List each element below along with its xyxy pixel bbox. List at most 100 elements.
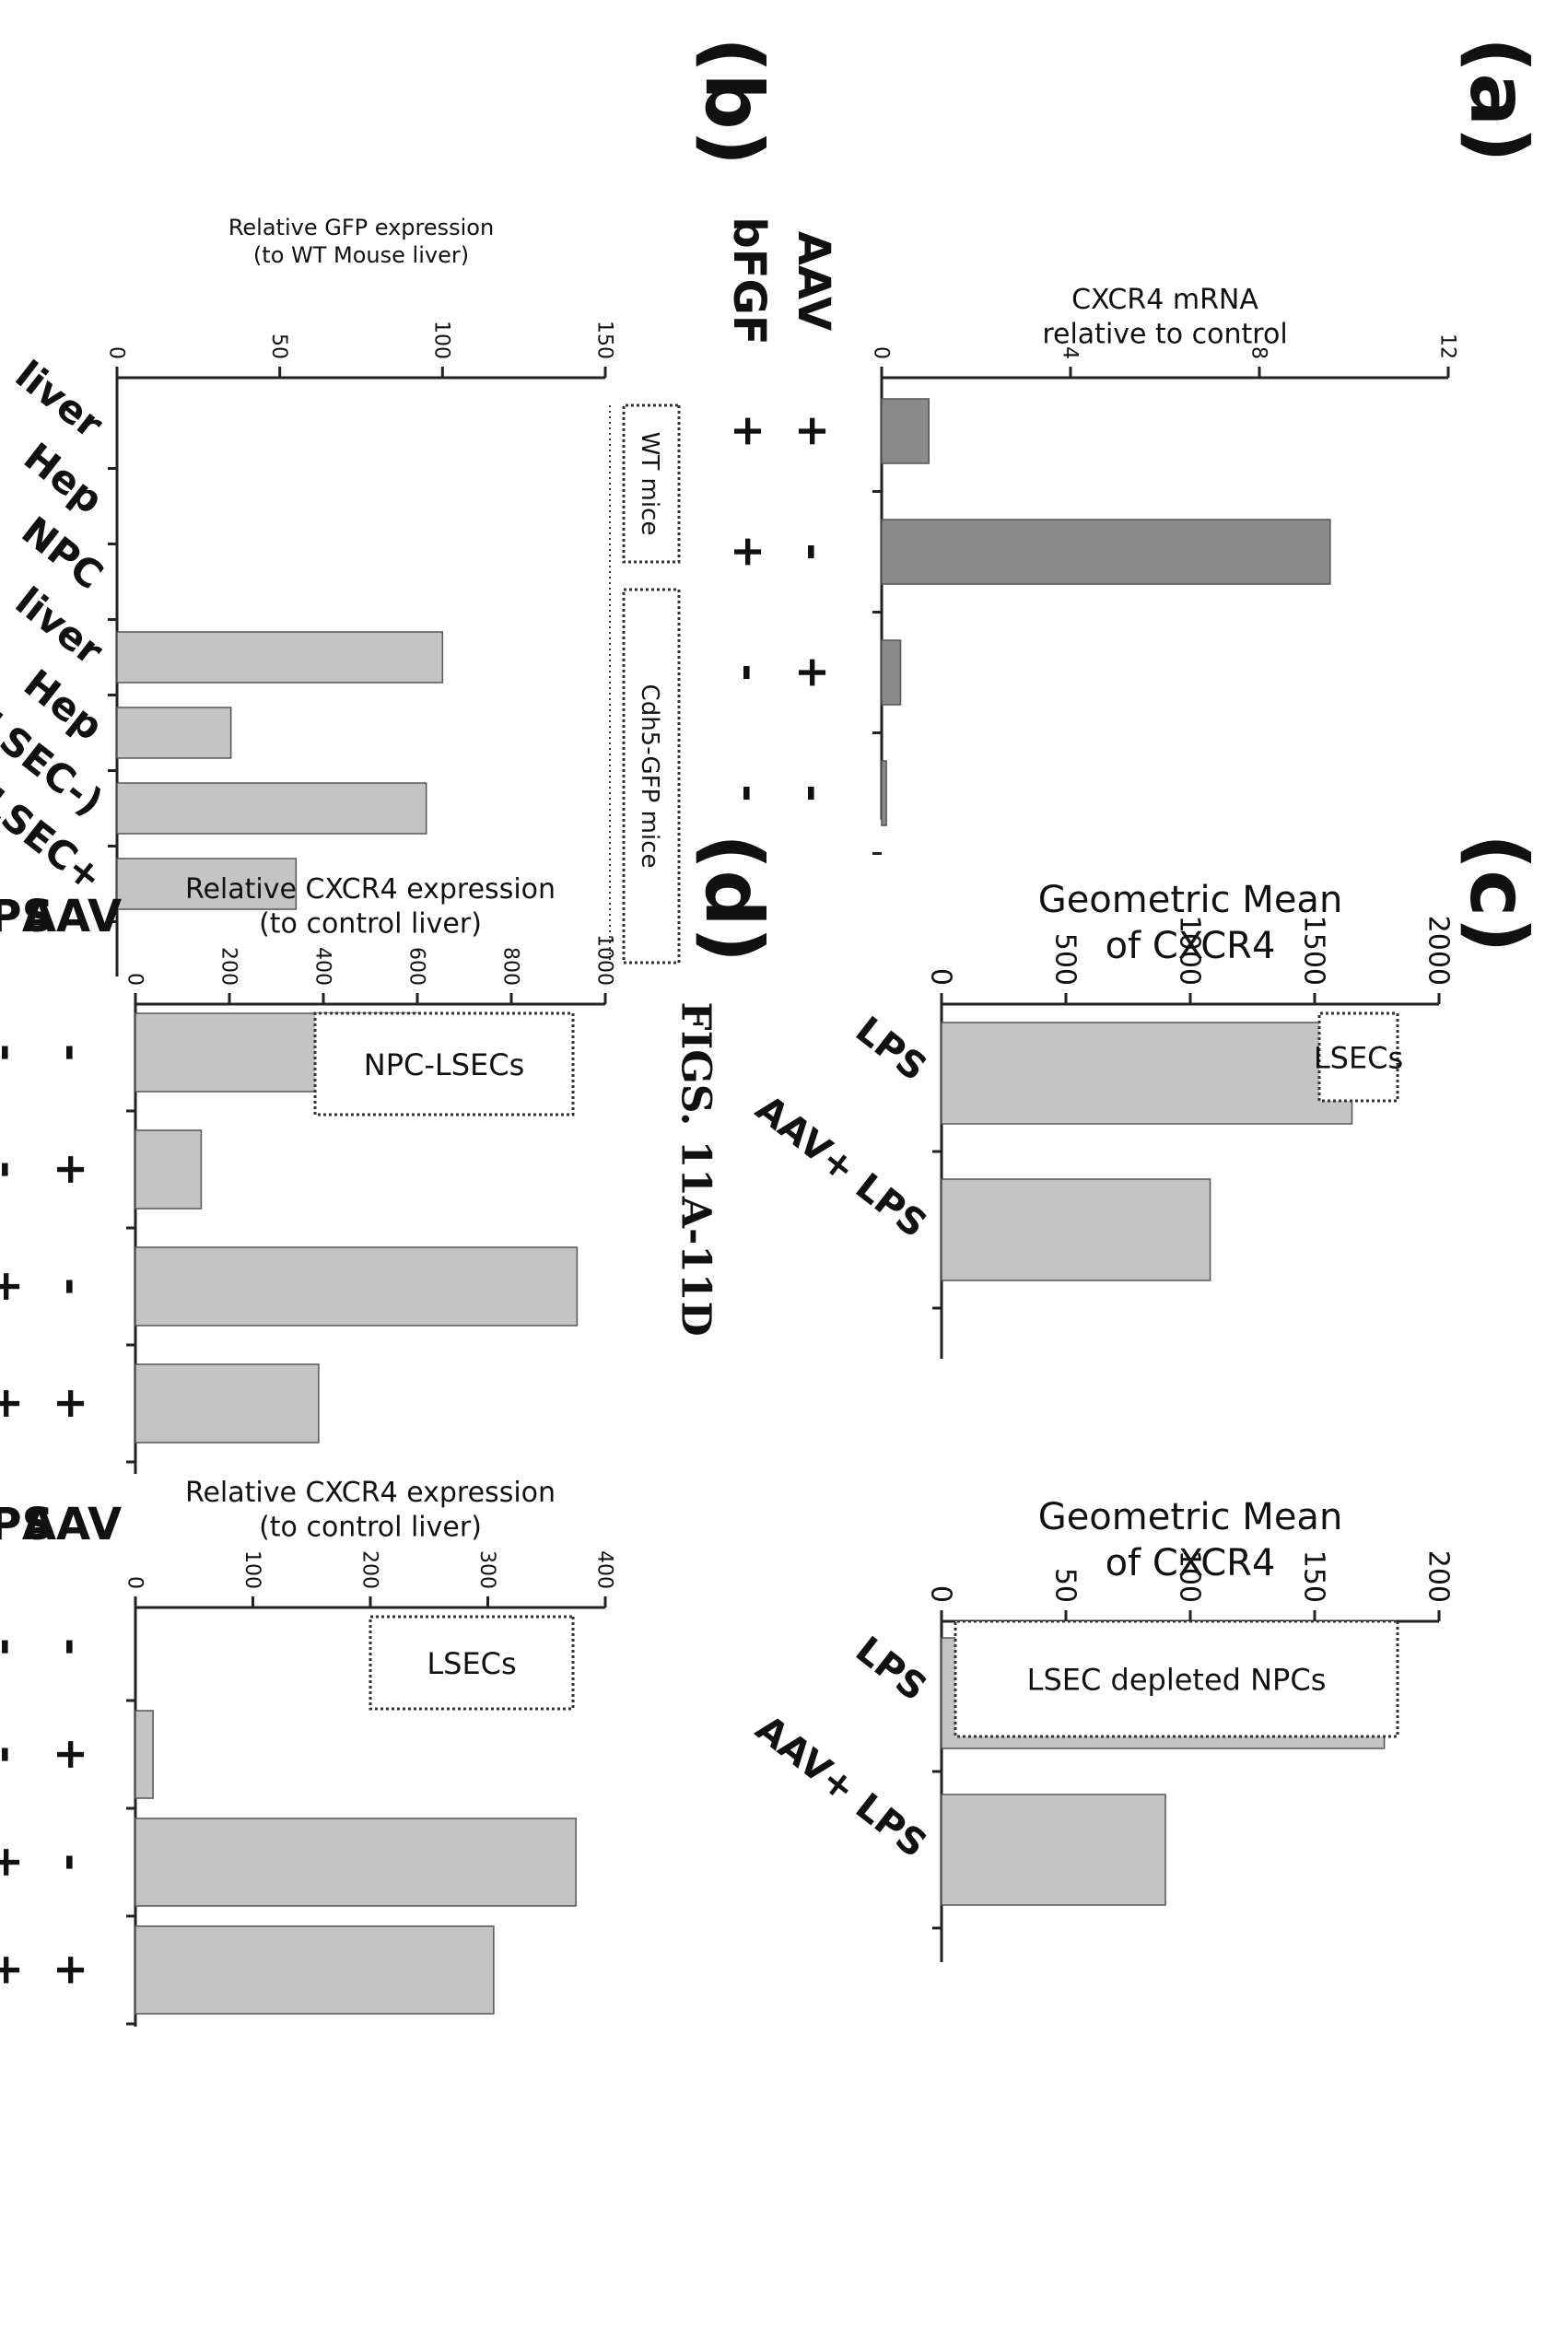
condition-sign: + [789,655,838,691]
y-tick-label: 50 [267,333,290,359]
chart-panel-4: (d) 0 200 400 600 800 1000 Relative CXCR4 expre… [0,834,779,1474]
condition-sign: - [47,1278,97,1295]
condition-sign: - [47,1638,97,1655]
y-axis-title: Geometric Mean [1038,879,1343,921]
group-label-box [622,403,681,564]
bar [941,1022,1353,1125]
condition-sign: + [789,414,838,450]
bar [135,1363,320,1444]
bar [135,1925,495,2015]
panel-letter: (d) [687,834,779,963]
y-tick-label: 4 [1058,346,1081,359]
condition-sign: - [47,1853,97,1871]
panel-letter: (b) [687,37,779,166]
bar [116,707,232,759]
inset-label: LSEC depleted NPCs [1027,1663,1327,1698]
y-axis-title: (to WT Mouse liver) [253,242,469,268]
inset-label: NPC-LSECs [364,1047,525,1082]
x-category-label: AAV+ LPS [748,1087,935,1245]
inset-label-box [313,1011,575,1116]
condition-sign: + [724,414,774,450]
bar [135,1710,154,1799]
y-axis-title: Relative CXCR4 expression [185,873,556,906]
bar [116,782,427,835]
y-tick-label: 150 [1298,1550,1330,1603]
y-tick-label: 100 [1174,1550,1206,1603]
y-tick-label: 50 [1049,1568,1082,1603]
chart-panel-5: 0 100 200 300 400 Relative CXCR4 expression(t… [0,1477,615,2027]
y-axis-title: of CXCR4 [1106,925,1276,967]
y-tick-label: 12 [1435,333,1458,359]
y-tick-label: 600 [404,947,427,986]
y-tick-label: 500 [1049,933,1082,986]
condition-sign: - [724,663,774,681]
condition-sign: + [47,1151,97,1187]
condition-sign: + [0,1385,32,1421]
bar [941,1794,1166,1906]
bar [941,1178,1211,1281]
bar [881,639,902,706]
inset-label: LSECs [427,1646,516,1681]
y-axis-title: CXCR4 mRNA [1071,284,1258,316]
condition-sign: - [0,1161,32,1178]
y-tick-label: 0 [104,346,127,359]
x-category-label: NPC [14,508,111,598]
y-tick-label: 1500 [1298,916,1330,986]
condition-sign: + [47,1385,97,1421]
y-axis-title: Relative CXCR4 expression [185,1477,556,1509]
bar [116,631,444,684]
bar [135,1129,203,1210]
condition-sign: - [789,784,838,801]
chart-panel-1: (b) 0 50 100 150 Relative GFP expression(to W… [0,37,779,976]
y-axis-title: of CXCR4 [1106,1542,1276,1584]
condition-row-label: AAV [22,891,122,942]
bar [881,398,930,464]
y-tick-label: 1000 [1174,916,1206,986]
y-tick-label: 100 [240,1550,263,1589]
group-label: WT mice [636,432,663,536]
group-label: Cdh5-GFP mice [636,684,663,869]
y-axis-title: relative to control [1042,319,1287,351]
y-axis-title: (to control liver) [259,908,482,941]
y-tick-label: 800 [498,947,521,986]
y-tick-label: 100 [430,321,453,359]
bar [881,760,887,826]
condition-sign: - [47,1044,97,1061]
condition-row-label: bFGF [723,216,775,345]
y-tick-label: 0 [869,346,892,359]
y-tick-label: 1000 [592,934,615,986]
bar [135,1246,579,1327]
y-tick-label: 200 [1422,1550,1455,1603]
inset-label-box [369,1615,575,1711]
y-axis-title: (to control liver) [259,1512,482,1544]
condition-sign: - [0,1638,32,1655]
condition-sign: + [0,1952,32,1988]
y-axis-title: Relative GFP expression [228,215,494,240]
inset-label-box [1317,1011,1399,1103]
x-category-label: AAV+ LPS [748,1707,935,1865]
y-tick-label: 8 [1246,346,1270,359]
panel-letter: (c) [1452,834,1544,953]
y-tick-label: 300 [475,1550,498,1589]
y-axis-title: Geometric Mean [1038,1496,1343,1538]
condition-row-label: LPS [0,891,53,942]
y-tick-label: 400 [310,947,333,986]
y-tick-label: 400 [592,1550,615,1589]
y-tick-label: 0 [925,1585,957,1603]
condition-sign: + [47,1736,97,1772]
y-tick-label: 0 [925,968,957,986]
panel-letter: (a) [1452,37,1544,163]
bar [135,1818,577,1907]
x-category-label: LPS [848,1009,934,1090]
bar [881,519,1331,585]
bar [116,858,298,910]
x-category-label: LPS [848,1629,934,1710]
inset-label: LSECs [1314,1041,1403,1076]
x-category-label: liver [7,352,111,448]
condition-sign: - [0,1044,32,1061]
